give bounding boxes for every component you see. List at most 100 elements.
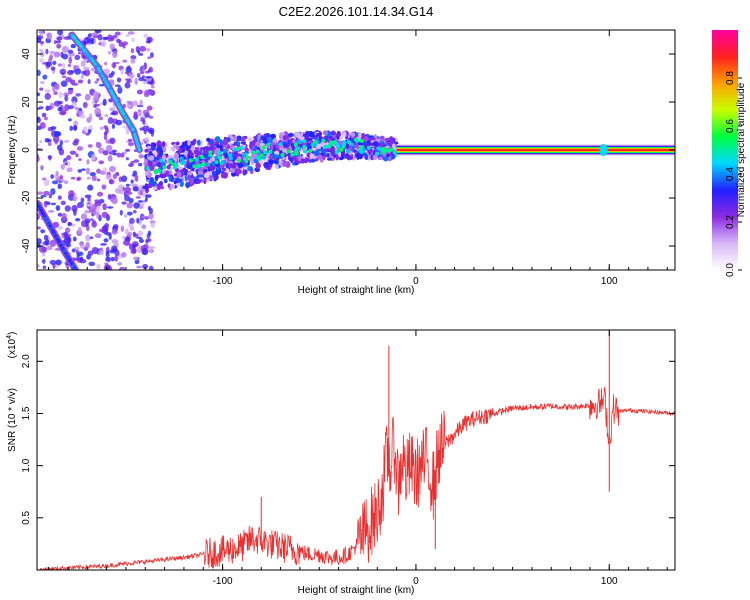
spectrogram-speckle — [124, 82, 131, 89]
spectrogram-speckle — [85, 167, 90, 175]
band-point — [372, 141, 379, 147]
band-point — [178, 148, 182, 154]
top-y-ticks: -40 -20 0 20 40 — [21, 48, 675, 253]
spectrogram-speckle — [87, 129, 92, 134]
spectrogram-speckle — [127, 31, 135, 35]
spectrogram-speckle — [135, 196, 141, 199]
bottom-y-ticks: 0.5 1.0 1.5 2.0 — [21, 354, 675, 525]
band-point — [358, 132, 362, 139]
band-point — [274, 164, 279, 170]
spectrogram-speckle — [57, 106, 63, 112]
spectrogram-speckle — [79, 115, 86, 119]
spectrogram-speckle — [103, 167, 108, 173]
spectrogram-speckle — [105, 144, 113, 152]
scale-suffix: ) — [7, 332, 18, 335]
x-tick-label: 100 — [601, 576, 618, 587]
spectrogram-speckle — [150, 222, 155, 228]
spectrogram-speckle — [53, 91, 58, 96]
spectrogram-speckle — [46, 32, 53, 41]
band-peak-point — [251, 150, 256, 155]
spectrogram-speckle — [127, 138, 133, 143]
band-point — [250, 160, 255, 166]
y-tick-label: 0 — [21, 147, 32, 153]
spectrogram-speckle — [86, 176, 92, 180]
spectrogram-speckle — [96, 205, 101, 213]
x-tick-label: -100 — [213, 276, 233, 287]
band-point — [154, 174, 159, 182]
band-point — [221, 167, 226, 171]
spectrogram-speckle — [130, 223, 134, 230]
band-point — [193, 149, 199, 155]
spectrogram-speckle — [117, 184, 124, 190]
spectrogram-speckle — [133, 111, 138, 118]
band-point — [170, 147, 174, 151]
spectrogram-speckle — [38, 48, 44, 52]
spectrogram-speckle — [147, 206, 152, 211]
spectrogram-speckle — [48, 155, 52, 161]
band-point — [292, 155, 297, 161]
spectrogram-speckle — [143, 128, 147, 135]
band-point — [343, 153, 347, 158]
spectrogram-speckle — [85, 234, 91, 242]
spectrogram-speckle — [98, 160, 105, 165]
spectrogram-speckle — [101, 184, 107, 190]
spectrogram-speckle — [122, 125, 129, 129]
band-point — [154, 160, 159, 164]
spectrogram-speckle — [52, 60, 57, 66]
spectrogram-speckle — [119, 209, 123, 216]
snr-plot-area — [37, 330, 675, 570]
spectrogram-speckle — [85, 242, 90, 249]
spectrogram-speckle — [61, 212, 67, 220]
spectrogram-speckle — [73, 124, 78, 131]
spectrogram-speckle — [138, 238, 144, 243]
colorbar-tick-label: 0.4 — [725, 167, 736, 181]
band-peak-point — [334, 141, 339, 146]
band-peak-point — [321, 138, 326, 143]
spectrogram-speckle — [94, 103, 101, 107]
band-point — [159, 180, 163, 187]
band-point — [233, 162, 240, 166]
spectrogram-speckle — [91, 99, 96, 106]
spectrogram-speckle — [88, 261, 96, 267]
spectrogram-speckle — [120, 225, 125, 232]
spectrogram-area — [37, 30, 675, 270]
spectrogram-speckle — [99, 126, 104, 131]
spectrogram-speckle — [134, 174, 139, 182]
band-peak-point — [245, 155, 250, 160]
spectrogram-speckle — [37, 107, 41, 111]
band-point — [156, 140, 162, 148]
spectrogram-speckle — [61, 75, 67, 79]
spectrogram-speckle — [122, 43, 126, 49]
band-point — [268, 159, 275, 165]
spectrogram-speckle — [43, 234, 49, 241]
spectrogram-speckle — [42, 265, 47, 270]
band-point — [146, 145, 152, 150]
spectrogram-speckle — [129, 217, 135, 225]
band-peak-point — [168, 160, 173, 165]
band-peak-point — [157, 168, 162, 173]
spectrogram-speckle — [80, 197, 85, 203]
spectrogram-speckle — [59, 139, 63, 146]
band-point — [195, 180, 201, 185]
band-point — [273, 159, 280, 165]
band-point — [309, 153, 314, 159]
spectrogram-speckle — [112, 50, 118, 59]
band-point — [176, 178, 183, 183]
colorbar: 0.0 0.2 0.4 0.6 0.8 Normalized spectral ampl… — [712, 30, 747, 277]
spectrogram-speckle — [50, 66, 56, 71]
spectrogram-speckle — [130, 179, 134, 184]
spectrogram-speckle — [68, 105, 74, 110]
spectrogram-speckle — [102, 150, 109, 156]
band-peak-point — [302, 139, 307, 144]
spectrogram-speckle — [94, 233, 102, 239]
band-point — [164, 178, 168, 184]
spectrogram-speckle — [131, 174, 136, 177]
band-point — [262, 136, 268, 143]
band-point — [270, 133, 277, 139]
band-point — [157, 145, 162, 151]
band-point — [283, 143, 287, 148]
spectrogram-speckle — [43, 116, 48, 121]
spectrogram-speckle — [144, 197, 148, 202]
band-peak-point — [312, 142, 317, 147]
spectrogram-speckle — [78, 158, 82, 161]
